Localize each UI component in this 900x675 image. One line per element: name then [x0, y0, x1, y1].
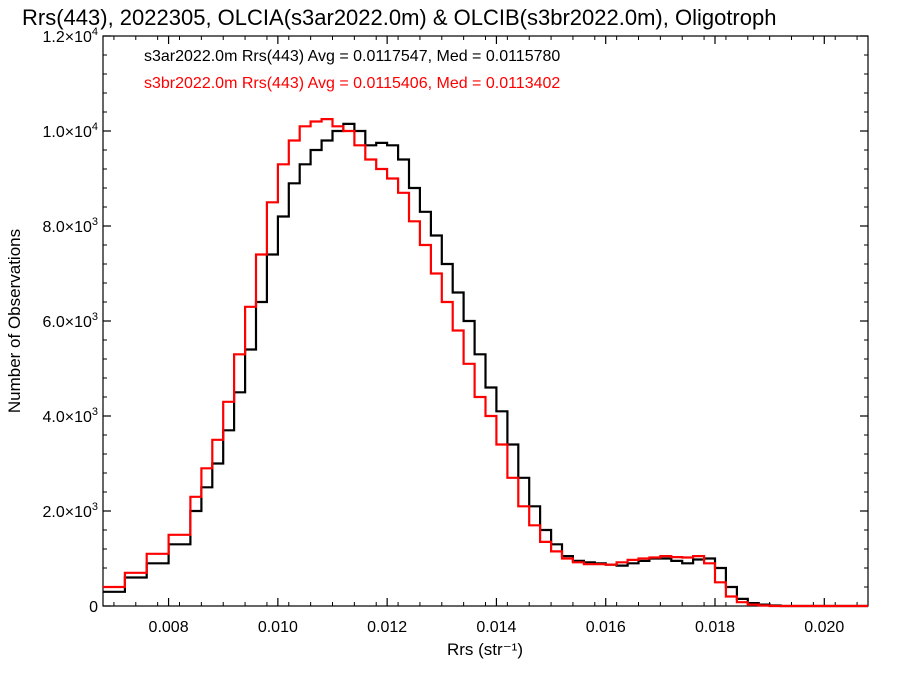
y-tick-label-exponent: 4 — [92, 26, 98, 38]
y-tick-label-exponent: 3 — [92, 501, 98, 513]
y-tick-label-exponent: 3 — [92, 406, 98, 418]
y-tick-label: 1.0×104 — [42, 121, 98, 141]
x-axis-label: Rrs (str⁻¹) — [447, 640, 523, 659]
data-series — [103, 118, 868, 608]
y-tick-label-base: 6.0×10 — [42, 314, 91, 331]
legend: s3ar2022.0m Rrs(443) Avg = 0.0117547, Me… — [144, 48, 560, 92]
x-tick-label: 0.014 — [476, 619, 516, 636]
x-tick-label: 0.018 — [695, 619, 735, 636]
x-tick-label: 0.010 — [258, 619, 298, 636]
plot-frame — [102, 35, 869, 607]
y-tick-label-base: 0 — [89, 599, 98, 616]
y-axis-label: Number of Observations — [5, 229, 24, 413]
x-tick-label: 0.008 — [149, 619, 189, 636]
y-axis-ticks: 02.0×1034.0×1036.0×1038.0×1031.0×1041.2×… — [42, 26, 868, 616]
legend-entry-olcia: s3ar2022.0m Rrs(443) Avg = 0.0117547, Me… — [144, 48, 560, 65]
y-tick-label: 6.0×103 — [42, 311, 98, 331]
y-tick-label-base: 1.2×10 — [42, 29, 91, 46]
series-line-olcia — [103, 122, 868, 608]
y-tick-label-base: 1.0×10 — [42, 124, 91, 141]
y-tick-label-base: 2.0×10 — [42, 504, 91, 521]
y-tick-label-exponent: 4 — [92, 121, 98, 133]
y-tick-label-base: 8.0×10 — [42, 219, 91, 236]
x-tick-label: 0.012 — [367, 619, 407, 636]
y-tick-label: 2.0×103 — [42, 501, 98, 521]
x-axis-ticks: 0.008 0.010 0.012 0.014 0.016 0.018 0.020 — [113, 36, 858, 636]
x-tick-label: 0.016 — [586, 619, 626, 636]
y-tick-label-base: 4.0×10 — [42, 409, 91, 426]
y-tick-label: 1.2×104 — [42, 26, 98, 46]
chart-title: Rrs(443), 2022305, OLCIA(s3ar2022.0m) & … — [22, 5, 776, 30]
legend-entry-olcib: s3br2022.0m Rrs(443) Avg = 0.0115406, Me… — [144, 75, 560, 92]
y-tick-label: 4.0×103 — [42, 406, 98, 426]
y-tick-label: 0 — [89, 599, 98, 616]
y-tick-label: 8.0×103 — [42, 216, 98, 236]
y-tick-label-exponent: 3 — [92, 311, 98, 323]
series-line-olcib — [103, 118, 868, 608]
x-tick-label: 0.020 — [804, 619, 844, 636]
y-tick-label-exponent: 3 — [92, 216, 98, 228]
